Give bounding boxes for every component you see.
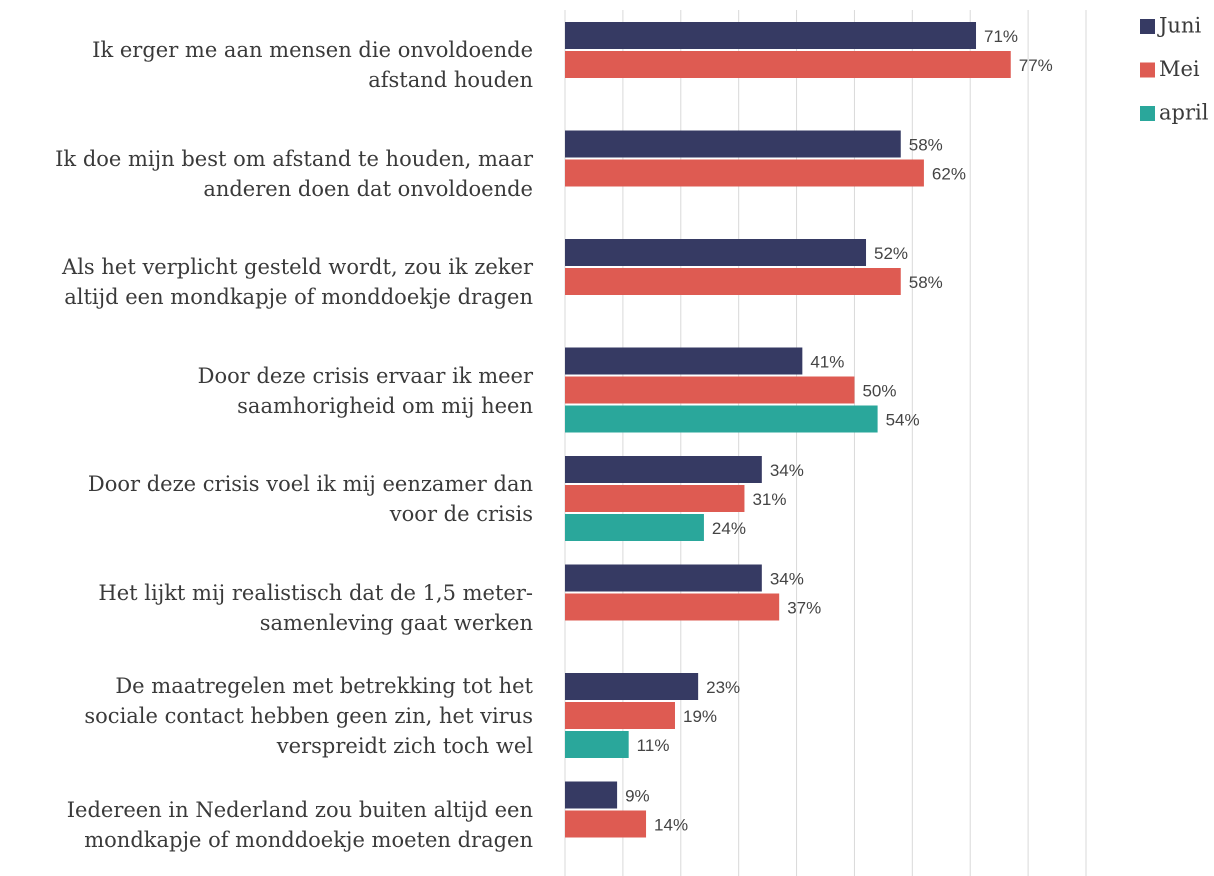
bar — [565, 159, 924, 187]
value-label: 31% — [752, 490, 786, 509]
value-label: 58% — [909, 273, 943, 292]
value-label: 77% — [1019, 56, 1053, 75]
value-label: 9% — [625, 786, 650, 805]
category-label: Door deze crisis voel ik mij eenzamer da… — [87, 472, 533, 526]
value-label: 11% — [637, 736, 670, 755]
category-label: Ik erger me aan mensen die onvoldoende a… — [92, 38, 533, 92]
category-label: Door deze crisis ervaar ik meer saamhori… — [197, 363, 533, 418]
bar — [565, 22, 977, 49]
category-label: De maatregelen met betrekking tot het so… — [84, 674, 533, 758]
bar — [565, 405, 878, 433]
category-label: Ik doe mijn best om afstand te houden, m… — [55, 146, 533, 201]
category-label: Iedereen in Nederland zou buiten altijd … — [66, 797, 533, 852]
value-label: 71% — [984, 27, 1018, 46]
legend-label: Mei — [1159, 57, 1200, 81]
bar — [565, 239, 867, 266]
bar — [565, 702, 675, 729]
value-label: 62% — [932, 164, 966, 183]
value-label: 52% — [874, 244, 908, 263]
bar — [565, 731, 629, 758]
value-label: 58% — [909, 135, 943, 154]
legend-label: april — [1159, 101, 1209, 125]
bar — [565, 347, 803, 375]
legend-swatch — [1140, 19, 1155, 34]
bar — [565, 485, 745, 512]
bar — [565, 268, 901, 295]
category-label: Het lijkt mij realistisch dat de 1,5 met… — [98, 580, 533, 635]
value-label: 23% — [706, 678, 740, 697]
value-label: 34% — [770, 461, 804, 480]
bar — [565, 130, 901, 158]
legend-swatch — [1140, 62, 1155, 78]
value-label: 54% — [886, 410, 920, 429]
bar — [565, 781, 618, 809]
bar — [565, 593, 780, 621]
legend-label: Juni — [1157, 14, 1201, 38]
legend-swatch — [1140, 106, 1155, 121]
value-label: 19% — [683, 707, 717, 726]
value-label: 50% — [862, 381, 896, 400]
value-label: 24% — [712, 519, 746, 538]
bar — [565, 673, 699, 700]
value-label: 14% — [654, 815, 688, 834]
bar — [565, 564, 762, 592]
value-label: 37% — [787, 598, 821, 617]
value-label: 34% — [770, 569, 804, 588]
category-label: Als het verplicht gesteld wordt, zou ik … — [62, 255, 533, 309]
bar — [565, 456, 762, 483]
bar — [565, 810, 647, 838]
bar — [565, 51, 1011, 78]
value-label: 41% — [810, 352, 844, 371]
bar — [565, 376, 855, 404]
bar — [565, 514, 704, 541]
